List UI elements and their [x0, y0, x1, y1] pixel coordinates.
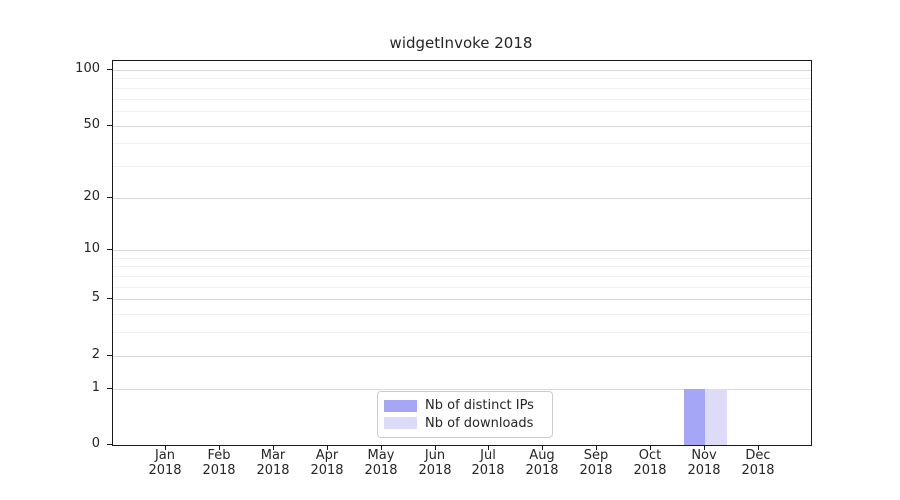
x-tick-label-jul: Jul 2018: [448, 448, 528, 478]
x-tick-year: 2018: [418, 463, 452, 478]
gridline-minor-3: [113, 332, 811, 333]
bar-nb-of-distinct-ips-nov: [683, 389, 706, 445]
y-tick-label-0: 0: [91, 436, 100, 451]
x-tick-mark-feb: [219, 445, 220, 450]
gridline-minor-60: [113, 111, 811, 112]
y-tick-label-5: 5: [91, 290, 100, 305]
x-tick-mark-mar: [273, 445, 274, 450]
x-tick-mark-aug: [542, 445, 543, 450]
legend-swatch-distinct-ips: [384, 399, 417, 412]
x-tick-month: Jan: [154, 448, 176, 463]
gridline-major-10: [113, 250, 811, 251]
gridline-minor-8: [113, 266, 811, 267]
y-tick-mark-1: [107, 388, 112, 389]
x-tick-year: 2018: [256, 463, 290, 478]
x-tick-mark-jun: [435, 445, 436, 450]
x-tick-month: Jul: [480, 448, 496, 463]
y-tick-label-50: 50: [83, 117, 100, 132]
legend-entry-downloads: Nb of downloads: [384, 415, 544, 433]
bar-nb-of-downloads-nov: [705, 389, 727, 445]
x-tick-month: Apr: [315, 448, 339, 463]
chart-title: widgetInvoke 2018: [389, 34, 533, 52]
gridline-major-2: [113, 356, 811, 357]
legend-label-distinct-ips: Nb of distinct IPs: [425, 398, 534, 414]
gridline-minor-30: [113, 166, 811, 167]
x-tick-mark-nov: [704, 445, 705, 450]
gridline-major-100: [113, 70, 811, 71]
x-tick-label-dec: Dec 2018: [718, 448, 798, 478]
x-tick-label-feb: Feb 2018: [179, 448, 259, 478]
x-tick-year: 2018: [202, 463, 236, 478]
y-tick-mark-20: [107, 197, 112, 198]
y-tick-mark-0: [107, 444, 112, 445]
x-tick-label-nov: Nov 2018: [664, 448, 744, 478]
x-tick-label-oct: Oct 2018: [610, 448, 690, 478]
x-tick-year: 2018: [741, 463, 775, 478]
plot-area: [112, 60, 812, 446]
y-tick-mark-50: [107, 125, 112, 126]
x-tick-year: 2018: [633, 463, 667, 478]
x-tick-year: 2018: [148, 463, 182, 478]
x-tick-mark-jan: [165, 445, 166, 450]
x-tick-month: Dec: [745, 448, 771, 463]
x-tick-year: 2018: [525, 463, 559, 478]
x-tick-month: Oct: [638, 448, 662, 463]
x-tick-month: Feb: [207, 448, 231, 463]
gridline-major-20: [113, 198, 811, 199]
y-tick-mark-2: [107, 355, 112, 356]
x-tick-month: Nov: [691, 448, 717, 463]
gridline-minor-80: [113, 88, 811, 89]
gridline-minor-40: [113, 143, 811, 144]
x-tick-label-jan: Jan 2018: [125, 448, 205, 478]
gridline-minor-90: [113, 78, 811, 79]
x-tick-label-may: May 2018: [341, 448, 421, 478]
legend-swatch-downloads: [384, 417, 417, 430]
x-tick-month: Mar: [260, 448, 286, 463]
gridline-major-5: [113, 299, 811, 300]
x-tick-month: Jun: [424, 448, 446, 463]
gridline-major-50: [113, 126, 811, 127]
x-tick-label-apr: Apr 2018: [287, 448, 367, 478]
gridline-minor-9: [113, 258, 811, 259]
x-tick-month: Sep: [583, 448, 609, 463]
x-tick-year: 2018: [310, 463, 344, 478]
legend-entry-distinct-ips: Nb of distinct IPs: [384, 397, 544, 415]
x-tick-mark-may: [381, 445, 382, 450]
y-tick-label-10: 10: [83, 241, 100, 256]
gridline-major-1: [113, 389, 811, 390]
x-tick-mark-apr: [327, 445, 328, 450]
y-tick-mark-100: [107, 69, 112, 70]
y-tick-label-100: 100: [75, 61, 100, 76]
legend-label-downloads: Nb of downloads: [425, 415, 534, 431]
gridline-minor-6: [113, 287, 811, 288]
gridline-minor-4: [113, 314, 811, 315]
x-tick-year: 2018: [364, 463, 398, 478]
x-tick-year: 2018: [579, 463, 613, 478]
gridline-minor-70: [113, 99, 811, 100]
x-tick-label-aug: Aug 2018: [502, 448, 582, 478]
y-tick-label-1: 1: [91, 380, 100, 395]
x-tick-year: 2018: [687, 463, 721, 478]
y-tick-mark-5: [107, 298, 112, 299]
legend: Nb of distinct IPs Nb of downloads: [377, 391, 553, 438]
x-tick-mark-dec: [758, 445, 759, 450]
x-tick-mark-jul: [488, 445, 489, 450]
y-tick-label-20: 20: [83, 189, 100, 204]
y-tick-mark-10: [107, 249, 112, 250]
x-tick-month: May: [367, 448, 395, 463]
x-tick-label-mar: Mar 2018: [233, 448, 313, 478]
x-tick-year: 2018: [471, 463, 505, 478]
gridline-minor-7: [113, 276, 811, 277]
y-tick-label-2: 2: [91, 347, 100, 362]
x-tick-mark-oct: [650, 445, 651, 450]
x-tick-month: Aug: [529, 448, 555, 463]
x-tick-label-jun: Jun 2018: [395, 448, 475, 478]
x-tick-label-sep: Sep 2018: [556, 448, 636, 478]
x-tick-mark-sep: [596, 445, 597, 450]
